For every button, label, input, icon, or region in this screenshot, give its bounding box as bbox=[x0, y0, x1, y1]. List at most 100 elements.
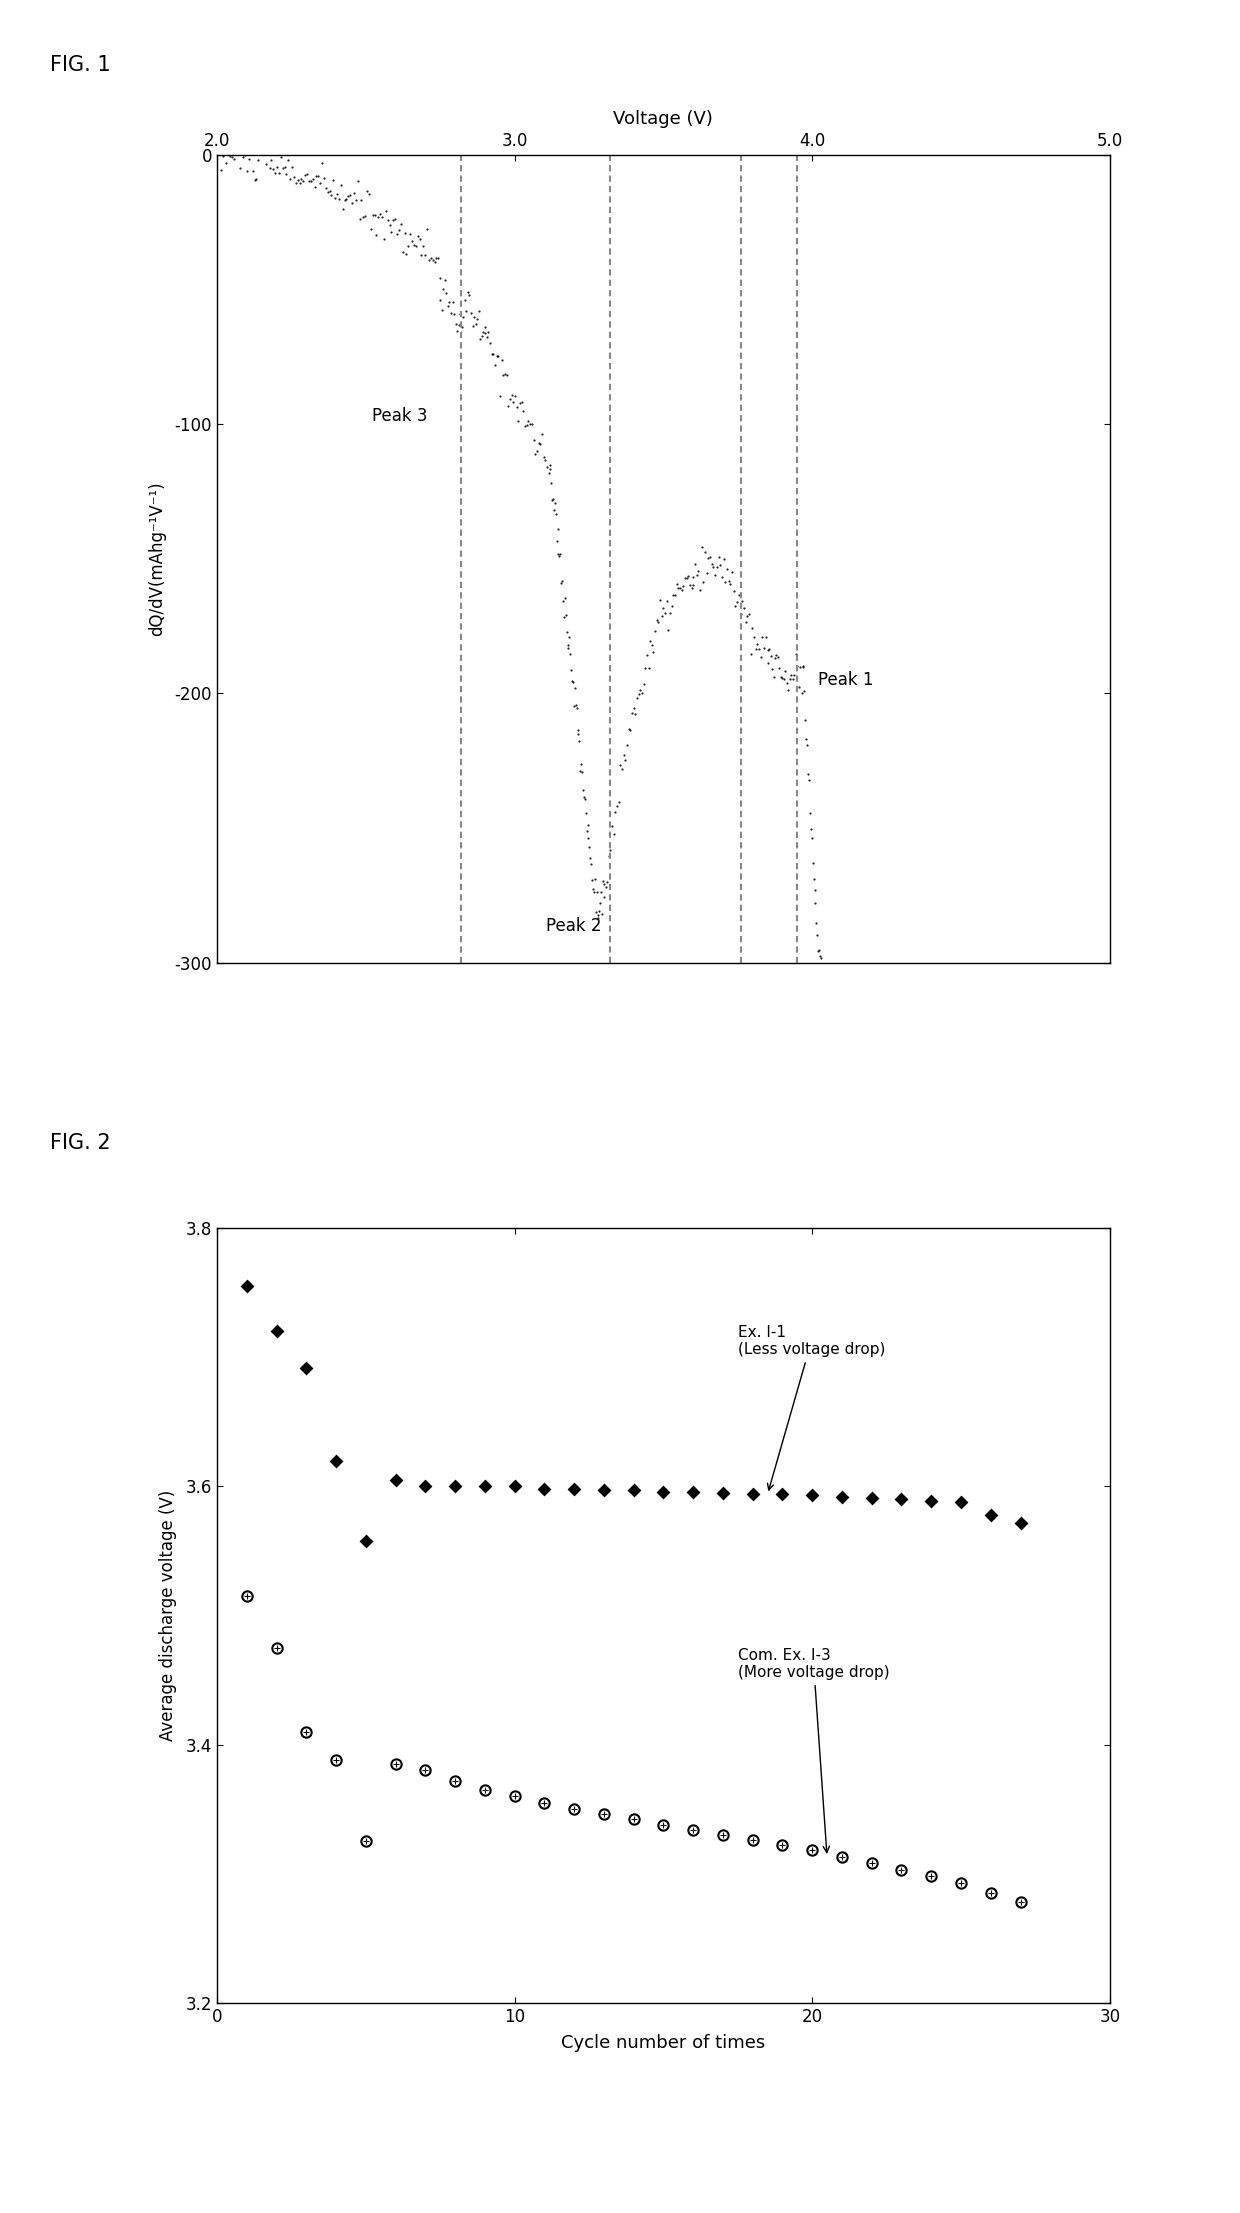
Point bbox=[577, 814, 596, 850]
Point bbox=[640, 624, 660, 659]
Point bbox=[792, 675, 812, 710]
Point bbox=[768, 640, 787, 675]
Point bbox=[492, 343, 512, 378]
Point bbox=[682, 571, 702, 606]
Point bbox=[430, 261, 450, 297]
Point bbox=[286, 166, 306, 201]
Point bbox=[796, 721, 816, 757]
Point bbox=[583, 872, 603, 907]
Point bbox=[357, 173, 377, 208]
Point bbox=[450, 297, 470, 332]
Point bbox=[572, 755, 591, 790]
Point bbox=[534, 1472, 554, 1507]
Point bbox=[445, 305, 465, 341]
Point bbox=[811, 941, 831, 976]
Point bbox=[536, 443, 556, 478]
Point bbox=[508, 403, 528, 438]
Point bbox=[677, 560, 697, 595]
Point bbox=[594, 1797, 614, 1832]
Point bbox=[787, 648, 807, 684]
Point bbox=[588, 898, 608, 934]
Point bbox=[639, 651, 658, 686]
Point bbox=[724, 573, 744, 609]
Point bbox=[675, 560, 694, 595]
Point bbox=[862, 1480, 882, 1516]
Point bbox=[544, 485, 564, 520]
Point bbox=[799, 761, 818, 797]
Point bbox=[277, 157, 296, 193]
Point bbox=[415, 1753, 435, 1788]
Point bbox=[624, 1801, 644, 1837]
Point bbox=[233, 139, 253, 175]
Point bbox=[599, 839, 619, 874]
Point bbox=[215, 133, 234, 168]
Point bbox=[624, 1472, 644, 1507]
Point bbox=[702, 547, 722, 582]
Point bbox=[658, 613, 678, 648]
Point bbox=[862, 1846, 882, 1881]
Point bbox=[688, 553, 708, 589]
Point bbox=[647, 602, 667, 637]
Point bbox=[314, 159, 334, 195]
Point bbox=[810, 938, 830, 974]
Point bbox=[298, 155, 317, 190]
Point bbox=[404, 228, 424, 263]
Text: Ex. I-1
(Less voltage drop): Ex. I-1 (Less voltage drop) bbox=[738, 1326, 885, 1489]
Point bbox=[432, 292, 451, 328]
Point bbox=[556, 580, 575, 615]
Point bbox=[254, 131, 274, 166]
Point bbox=[340, 177, 360, 212]
Point bbox=[777, 666, 797, 702]
Point bbox=[517, 407, 537, 443]
Point bbox=[378, 204, 398, 239]
Point bbox=[463, 308, 482, 343]
Point bbox=[892, 1483, 911, 1518]
Point bbox=[565, 671, 585, 706]
Point bbox=[423, 241, 443, 277]
Point bbox=[810, 932, 830, 967]
Point bbox=[409, 221, 429, 257]
Point bbox=[673, 569, 693, 604]
Point bbox=[389, 212, 409, 248]
Point bbox=[461, 294, 481, 330]
Point bbox=[331, 168, 351, 204]
Point bbox=[386, 1746, 405, 1781]
Point bbox=[269, 155, 289, 190]
Point bbox=[653, 591, 673, 626]
Point bbox=[464, 299, 484, 334]
Point bbox=[553, 584, 573, 620]
Point bbox=[355, 199, 374, 235]
Point bbox=[470, 321, 490, 356]
Point bbox=[326, 1742, 346, 1777]
Point bbox=[692, 529, 712, 564]
Point bbox=[290, 166, 310, 201]
Point bbox=[619, 713, 639, 748]
Point bbox=[657, 584, 677, 620]
Point bbox=[773, 1828, 792, 1863]
Point bbox=[590, 885, 610, 921]
Point bbox=[347, 164, 367, 199]
Point bbox=[299, 164, 319, 199]
Point bbox=[832, 1839, 852, 1874]
Y-axis label: Average discharge voltage (V): Average discharge voltage (V) bbox=[159, 1489, 177, 1742]
Point bbox=[584, 874, 604, 910]
Point bbox=[538, 456, 558, 491]
Point bbox=[587, 874, 606, 910]
Point bbox=[774, 662, 794, 697]
Point bbox=[412, 237, 432, 272]
Point bbox=[580, 841, 600, 876]
Point bbox=[335, 181, 355, 217]
Point bbox=[594, 879, 614, 914]
Point bbox=[806, 885, 826, 921]
Point bbox=[589, 901, 609, 936]
Point bbox=[743, 1824, 763, 1859]
Point bbox=[505, 378, 525, 414]
Point bbox=[759, 631, 779, 666]
Point bbox=[740, 635, 760, 671]
Point bbox=[542, 482, 562, 518]
Point bbox=[490, 378, 510, 414]
Point bbox=[739, 595, 759, 631]
Point bbox=[350, 201, 370, 237]
Point bbox=[773, 1476, 792, 1511]
Point bbox=[475, 316, 495, 352]
